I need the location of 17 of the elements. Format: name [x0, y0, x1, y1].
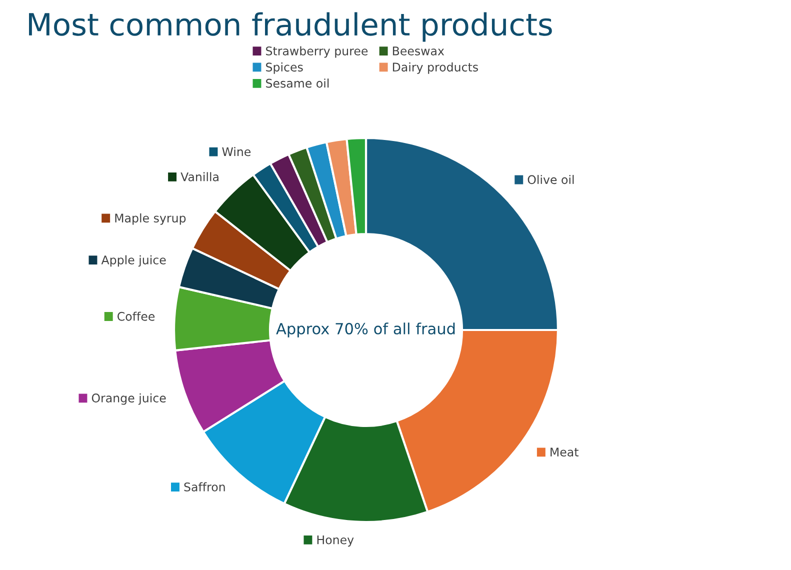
legend-label: Meat	[550, 448, 578, 456]
legend-label: Saffron	[184, 482, 225, 492]
legend-label: Coffee	[118, 312, 155, 321]
text: Approx 70% of all fraud	[276, 322, 455, 338]
legend-label: Beeswax	[392, 46, 444, 56]
legend-label: Spices	[266, 62, 303, 74]
chart-title: Most common fraudulent products	[29, 12, 552, 42]
legend-label: Dairy products	[392, 62, 478, 74]
legend-label: Olive oil	[528, 174, 574, 184]
legend-label: Apple juice	[101, 255, 166, 267]
legend-label: Maple syrup	[115, 213, 186, 225]
legend-label: Strawberry puree	[266, 46, 368, 58]
legend-label: Vanilla	[180, 172, 218, 182]
legend-label: Sesame oil	[266, 78, 329, 88]
legend-label: Wine	[222, 147, 251, 156]
legend-label: Honey	[317, 536, 354, 547]
legend-label: Orange juice	[92, 393, 166, 405]
